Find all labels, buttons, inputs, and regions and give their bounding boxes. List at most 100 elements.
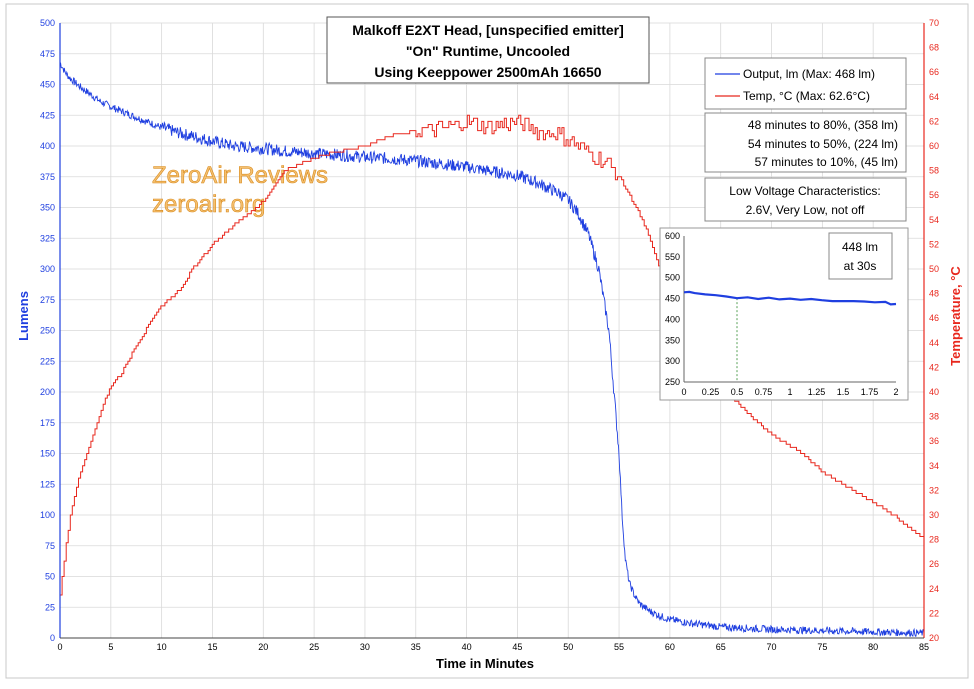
y-left-tick-label-16: 400 xyxy=(40,141,55,151)
y-right-tick-label-6: 32 xyxy=(929,485,939,495)
x-tick-label-6: 30 xyxy=(360,642,370,652)
y-right-tick-label-5: 30 xyxy=(929,510,939,520)
y-right-tick-label-1: 22 xyxy=(929,608,939,618)
title-box xyxy=(326,16,650,84)
y-right-axis-title: Temperature, °C xyxy=(948,266,963,366)
y-right-tick-label-13: 46 xyxy=(929,313,939,323)
y-right-tick-label-10: 40 xyxy=(929,387,939,397)
x-tick-label-9: 45 xyxy=(512,642,522,652)
y-left-tick-label-18: 450 xyxy=(40,80,55,90)
watermark: ZeroAir Reviews zeroair.org xyxy=(152,162,329,219)
annotation-50: 54 minutes to 50%, (224 lm) xyxy=(748,137,898,151)
y-right-tick-label-7: 34 xyxy=(929,461,939,471)
y-left-tick-label-17: 425 xyxy=(40,110,55,120)
inset-x-tick-label-7: 1.75 xyxy=(861,387,879,397)
inset-layer: 250 300 350 400 450 500 550 600 0 0.25 0.5 0.75 1 1.2… xyxy=(665,231,899,397)
chart-title: Malkoff E2XT Head, [unspecified emitter]… xyxy=(326,16,650,84)
x-tick-label-10: 50 xyxy=(563,642,573,652)
inset-y-tick-label-7: 600 xyxy=(665,231,680,241)
legend-entry-temp: Temp, °C (Max: 62.6°C) xyxy=(743,89,870,103)
y-left-tick-label-2: 50 xyxy=(45,572,55,582)
inset-y-tick-label-3: 400 xyxy=(665,314,680,324)
y-left-tick-label-6: 150 xyxy=(40,449,55,459)
title-line-2: "On" Runtime, Uncooled xyxy=(406,43,570,59)
y-left-tick-label-3: 75 xyxy=(45,541,55,551)
y-left-tick-label-19: 475 xyxy=(40,49,55,59)
y-right-tick-label-24: 68 xyxy=(929,43,939,53)
inset-x-tick-label-5: 1.25 xyxy=(808,387,826,397)
title-line-1: Malkoff E2XT Head, [unspecified emitter] xyxy=(352,22,624,38)
series-line-temp xyxy=(60,114,925,596)
inset-x-tick-label-1: 0.25 xyxy=(702,387,720,397)
y-left-tick-label-10: 250 xyxy=(40,326,55,336)
low-voltage-box xyxy=(704,177,907,222)
low-voltage-line-1: Low Voltage Characteristics: xyxy=(729,184,880,198)
inset-x-tick-label-0: 0 xyxy=(681,387,686,397)
inset-x-tick-label-3: 0.75 xyxy=(755,387,773,397)
y-left-tick-label-11: 275 xyxy=(40,295,55,305)
y-right-tick-label-11: 42 xyxy=(929,362,939,372)
inset-y-tick-label-5: 500 xyxy=(665,273,680,283)
x-tick-label-14: 70 xyxy=(767,642,777,652)
inset-y-tick-label-2: 350 xyxy=(665,335,680,345)
y-left-tick-label-4: 100 xyxy=(40,510,55,520)
y-right-tick-label-17: 54 xyxy=(929,215,939,225)
y-right-tick-label-16: 52 xyxy=(929,239,939,249)
y-right-tick-label-9: 38 xyxy=(929,412,939,422)
y-left-tick-label-12: 300 xyxy=(40,264,55,274)
title-line-3: Using Keeppower 2500mAh 16650 xyxy=(374,64,601,80)
watermark-line-2: zeroair.org xyxy=(152,191,265,218)
series-line-output xyxy=(59,62,925,637)
inset-x-tick-label-4: 1 xyxy=(787,387,792,397)
y-left-tick-label-20: 500 xyxy=(40,18,55,28)
x-tick-label-8: 40 xyxy=(462,642,472,652)
legend: Output, lm (Max: 468 lm) Temp, °C (Max: … xyxy=(704,57,907,110)
inset-y-tick-label-6: 550 xyxy=(665,252,680,262)
x-axis-title: Time in Minutes xyxy=(436,656,534,671)
low-voltage-line-2: 2.6V, Very Low, not off xyxy=(746,203,865,217)
axis-layer: 0 5 10 15 20 25 30 35 40 45 50 55 60 65 70 75 80 85025507… xyxy=(40,18,939,652)
y-right-tick-label-21: 62 xyxy=(929,116,939,126)
inset-label-line-1: 448 lm xyxy=(842,240,878,254)
y-right-tick-label-0: 20 xyxy=(929,633,939,643)
inset-y-tick-label-1: 300 xyxy=(665,356,680,366)
x-tick-label-11: 55 xyxy=(614,642,624,652)
y-left-tick-label-5: 125 xyxy=(40,479,55,489)
inset-x-tick-label-6: 1.5 xyxy=(837,387,850,397)
y-right-tick-label-20: 60 xyxy=(929,141,939,151)
x-tick-label-5: 25 xyxy=(309,642,319,652)
x-tick-label-12: 60 xyxy=(665,642,675,652)
y-left-tick-label-7: 175 xyxy=(40,418,55,428)
inset-x-tick-label-8: 2 xyxy=(893,387,898,397)
y-right-tick-label-19: 58 xyxy=(929,166,939,176)
y-right-tick-label-25: 70 xyxy=(929,18,939,28)
y-right-tick-label-8: 36 xyxy=(929,436,939,446)
x-tick-label-13: 65 xyxy=(716,642,726,652)
low-voltage-note: Low Voltage Characteristics: 2.6V, Very … xyxy=(704,177,907,222)
y-left-tick-label-9: 225 xyxy=(40,356,55,366)
y-right-tick-label-2: 24 xyxy=(929,584,939,594)
y-left-tick-label-8: 200 xyxy=(40,387,55,397)
legend-box xyxy=(704,57,907,110)
y-left-tick-label-15: 375 xyxy=(40,172,55,182)
y-right-tick-label-23: 66 xyxy=(929,67,939,77)
y-right-tick-label-14: 48 xyxy=(929,289,939,299)
series-layer xyxy=(59,62,925,637)
inset-series-line xyxy=(683,290,897,306)
runtime-annotations: 48 minutes to 80%, (358 lm) 54 minutes t… xyxy=(704,112,907,173)
y-left-axis-title: Lumens xyxy=(16,291,31,341)
inset-label-line-2: at 30s xyxy=(844,259,877,273)
inset-label-box xyxy=(828,232,893,280)
inset-y-tick-label-4: 450 xyxy=(665,294,680,304)
watermark-line-1: ZeroAir Reviews xyxy=(152,162,328,189)
legend-entry-output: Output, lm (Max: 468 lm) xyxy=(743,67,875,81)
x-tick-label-0: 0 xyxy=(57,642,62,652)
inset-chart: 250 300 350 400 450 500 550 600 0 0.25 0.5 0.75 1 1.2… xyxy=(659,227,909,401)
annotation-10: 57 minutes to 10%, (45 lm) xyxy=(755,155,898,169)
annotation-box xyxy=(704,112,907,173)
x-tick-label-1: 5 xyxy=(108,642,113,652)
x-tick-label-2: 10 xyxy=(157,642,167,652)
x-tick-label-3: 15 xyxy=(207,642,217,652)
